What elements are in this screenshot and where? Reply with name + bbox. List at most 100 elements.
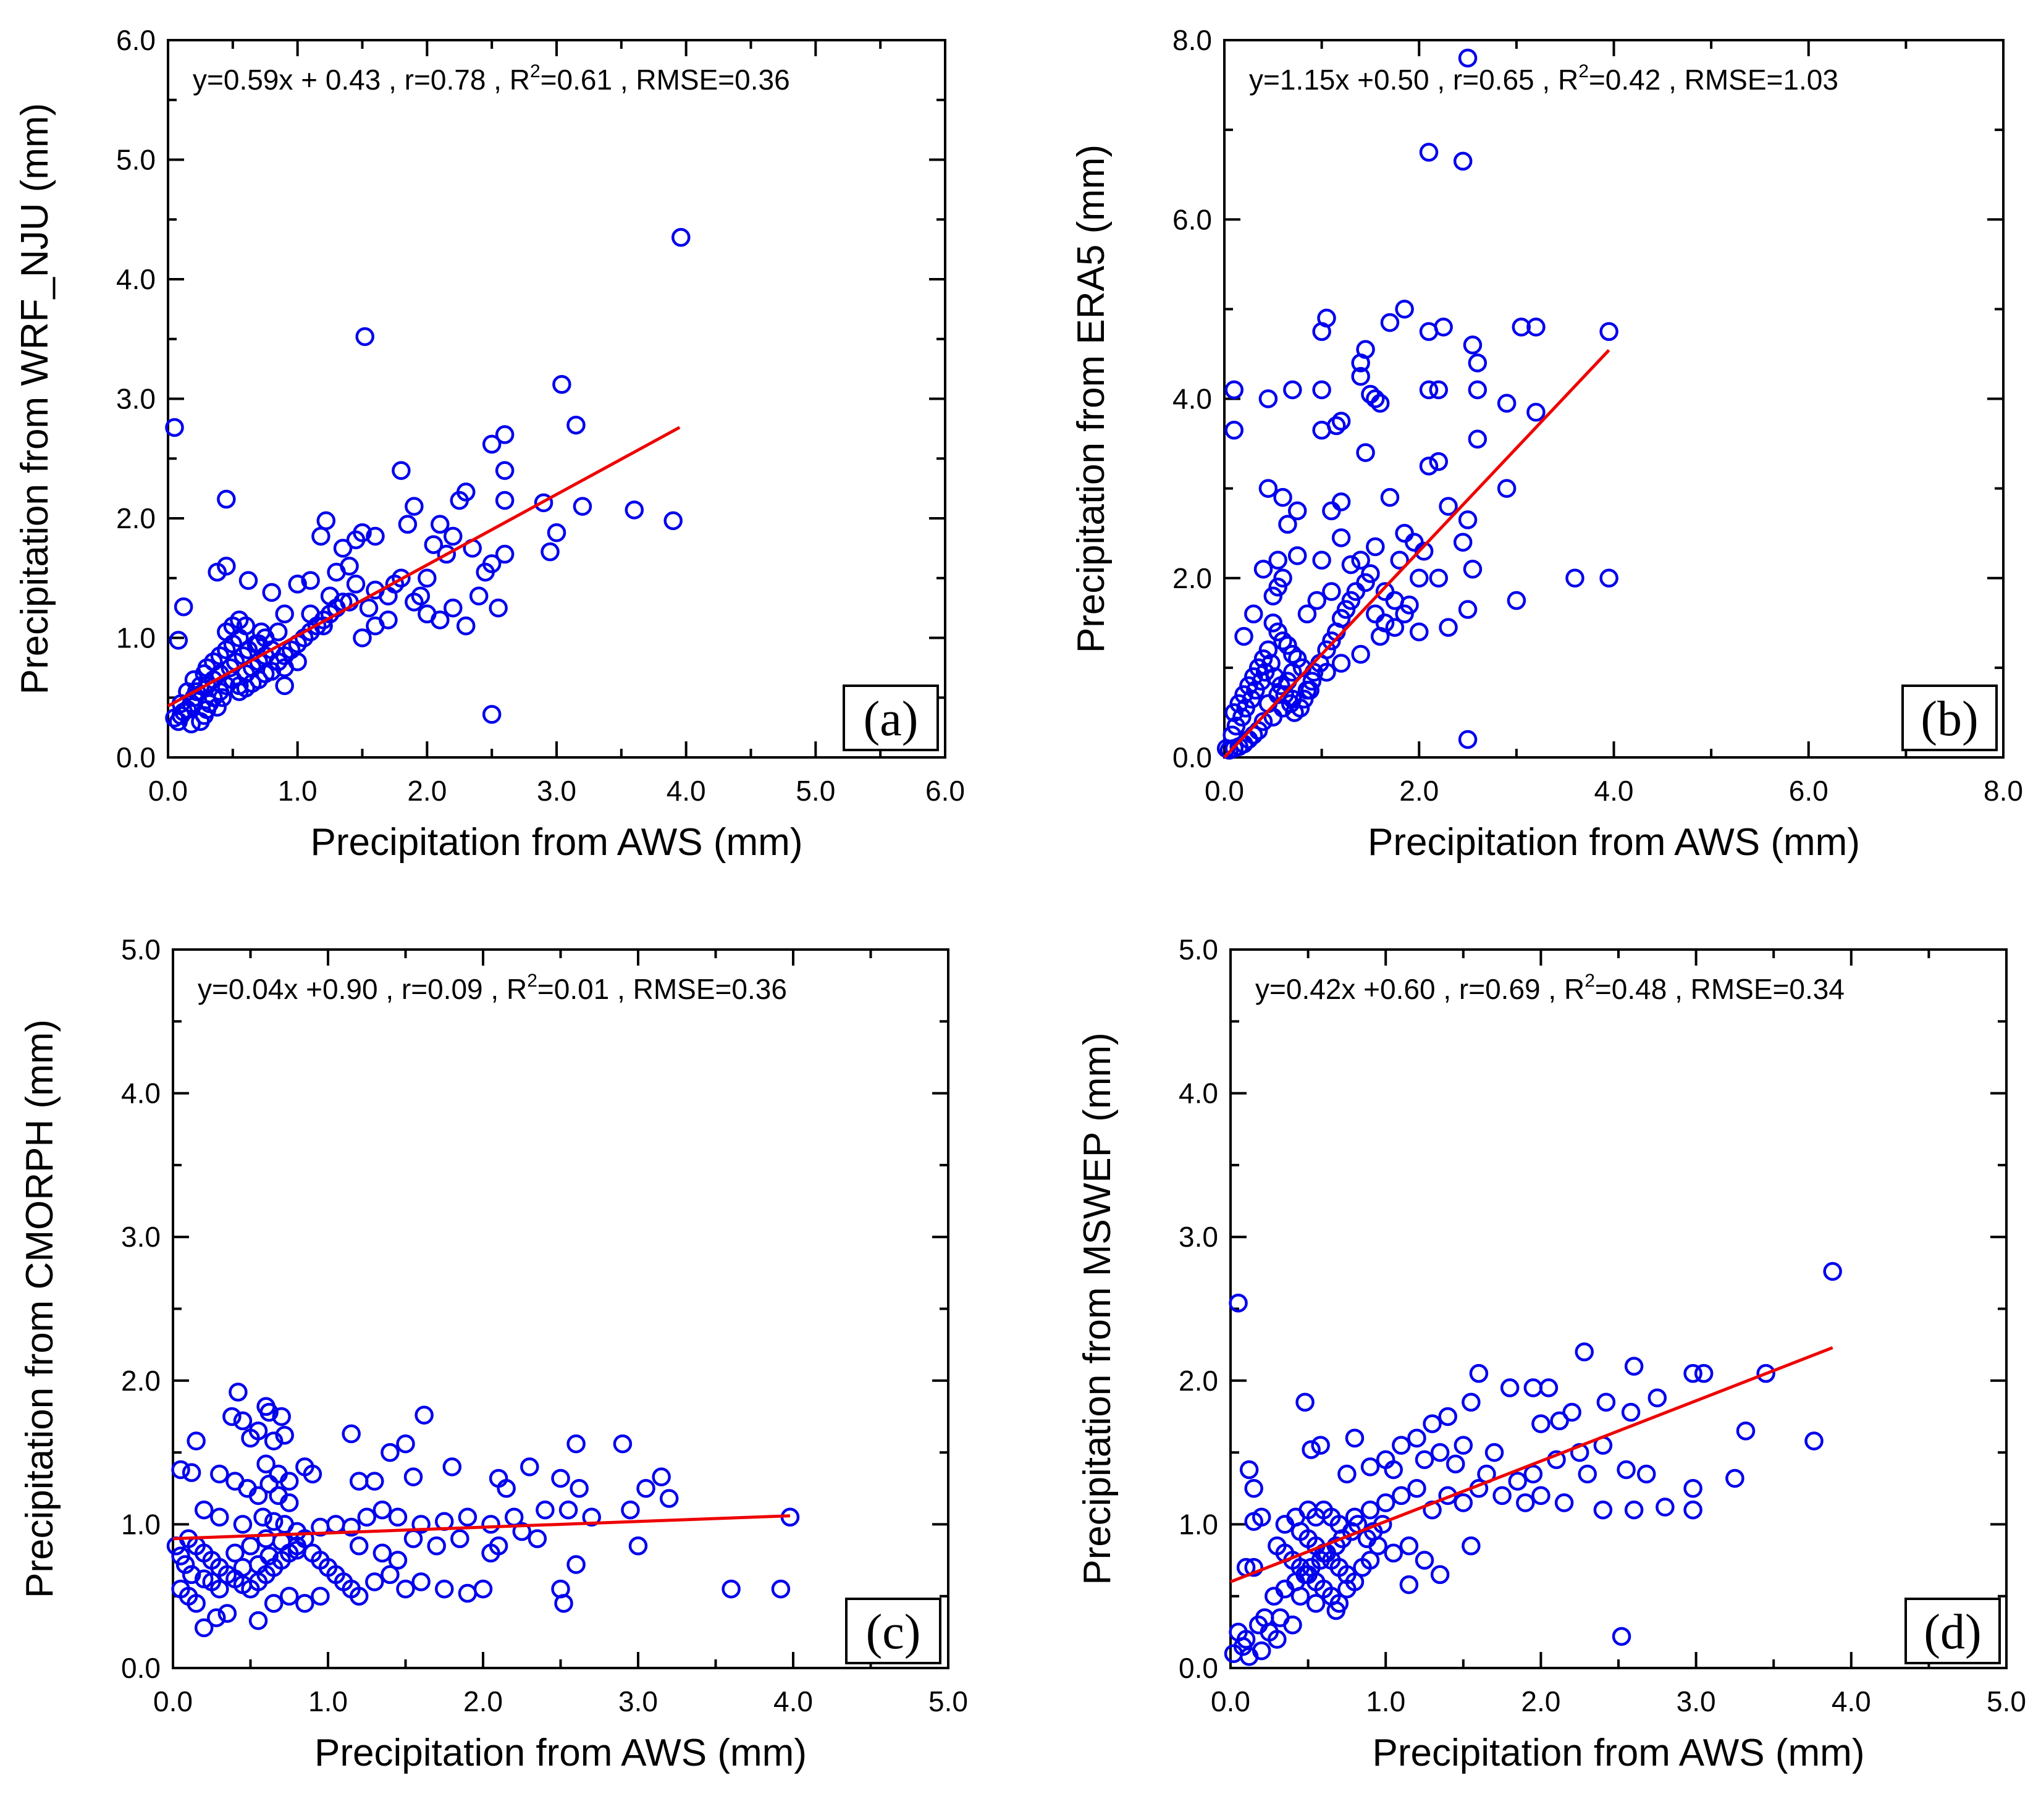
data-point [1366,537,1385,557]
plot-frame [1229,948,2008,1669]
data-point [1392,1486,1411,1506]
y-axis-title: Precipitation from ERA5 (mm) [1070,145,1113,653]
data-point [233,1557,253,1577]
data-point [1683,1479,1702,1498]
data-point [1268,1630,1287,1649]
x-tick-label: 4.0 [1832,1685,1871,1717]
data-point [1523,1464,1543,1484]
data-point [166,1536,186,1556]
data-point [1244,604,1263,624]
y-tick-label: 2.0 [121,1365,161,1397]
data-point [1290,1586,1310,1606]
y-tick-label: 2.0 [1179,1365,1218,1397]
data-point [456,616,476,636]
data-point [327,562,346,582]
data-point [1469,1363,1489,1383]
y-tick-label: 1.0 [121,1508,161,1540]
x-tick-label: 3.0 [537,775,576,807]
data-point [1360,1551,1380,1570]
data-point [275,604,294,624]
data-point [259,1475,279,1494]
data-point [652,1467,671,1486]
stats-r: r=0.78 , [397,64,502,96]
panel-label: (d) [1924,1605,1981,1659]
data-point [1446,1454,1465,1473]
data-point [1395,300,1414,319]
data-point [625,500,644,520]
data-point [357,1507,376,1527]
data-point [541,542,560,562]
data-point [573,497,592,516]
panel-label: (c) [866,1605,921,1659]
data-point [1621,1402,1641,1422]
data-point [392,568,411,588]
data-point [182,714,201,734]
data-point [1302,1440,1321,1459]
x-tick-label: 6.0 [925,775,965,807]
data-point [1287,501,1307,521]
data-point [1244,725,1263,744]
data-point [1462,1536,1481,1556]
stats-r2: R [1556,973,1584,1005]
data-point [217,1604,237,1623]
data-point [1512,318,1531,337]
data-point [1337,1464,1357,1484]
y-tick-label: 3.0 [116,383,156,415]
data-point [230,610,249,630]
y-tick-label: 3.0 [121,1221,161,1253]
x-tick-label: 0.0 [148,775,188,807]
data-point [1376,1493,1395,1512]
data-point [1375,613,1395,633]
data-point [1385,618,1405,637]
data-point [280,1586,299,1606]
data-point [316,511,336,531]
stats-r2-exp: 2 [530,61,541,82]
data-point [1400,596,1419,615]
data-point [431,515,450,534]
data-point [1683,1363,1702,1383]
data-point [1331,411,1351,431]
data-point [570,1479,589,1498]
stats-equation: y=0.04x +0.90 , [198,973,393,1005]
data-point [372,1500,392,1520]
data-point [1468,353,1488,373]
data-point [1575,1342,1594,1362]
data-point [450,491,469,510]
data-point [1326,1601,1346,1620]
x-axis-title: Precipitation from AWS (mm) [1368,821,1860,864]
data-point [1612,1627,1631,1646]
x-tick-label: 5.0 [1987,1685,2026,1717]
data-point [528,1529,547,1548]
data-point [184,670,204,689]
data-point [346,530,366,550]
panel-d: 0.0 1.0 2.0 3.0 4.0 5.0 0.0 1.0 2.0 3.0 4.0 5.0 Prec… [1076,933,2026,1774]
stats-rmse: RMSE=0.34 [1683,973,1845,1005]
data-point [194,1569,214,1589]
y-tick-label: 1.0 [116,622,156,654]
data-point [1410,568,1429,588]
data-point [1263,586,1283,606]
data-point [1429,380,1449,400]
data-point [1407,1428,1426,1448]
data-point [482,434,502,454]
data-point [1562,1402,1581,1422]
data-point [1636,1464,1656,1484]
data-point [259,1546,279,1565]
data-point [1429,452,1449,471]
data-point [396,1434,415,1454]
data-point [1439,618,1458,637]
stats-r2: R [1550,64,1578,96]
plot-frame [1223,39,2005,759]
data-point [355,327,374,347]
data-point [264,1512,284,1531]
data-point [1468,429,1488,449]
data-point [536,1500,555,1520]
x-tick-label: 1.0 [278,775,318,807]
data-point [398,515,418,534]
data-point [458,1583,478,1603]
data-point [1497,479,1517,498]
data-point [1312,421,1331,440]
data-point [1297,604,1317,624]
y-tick-label: 4.0 [1179,1077,1218,1110]
stats-r2-exp: 2 [527,971,537,991]
